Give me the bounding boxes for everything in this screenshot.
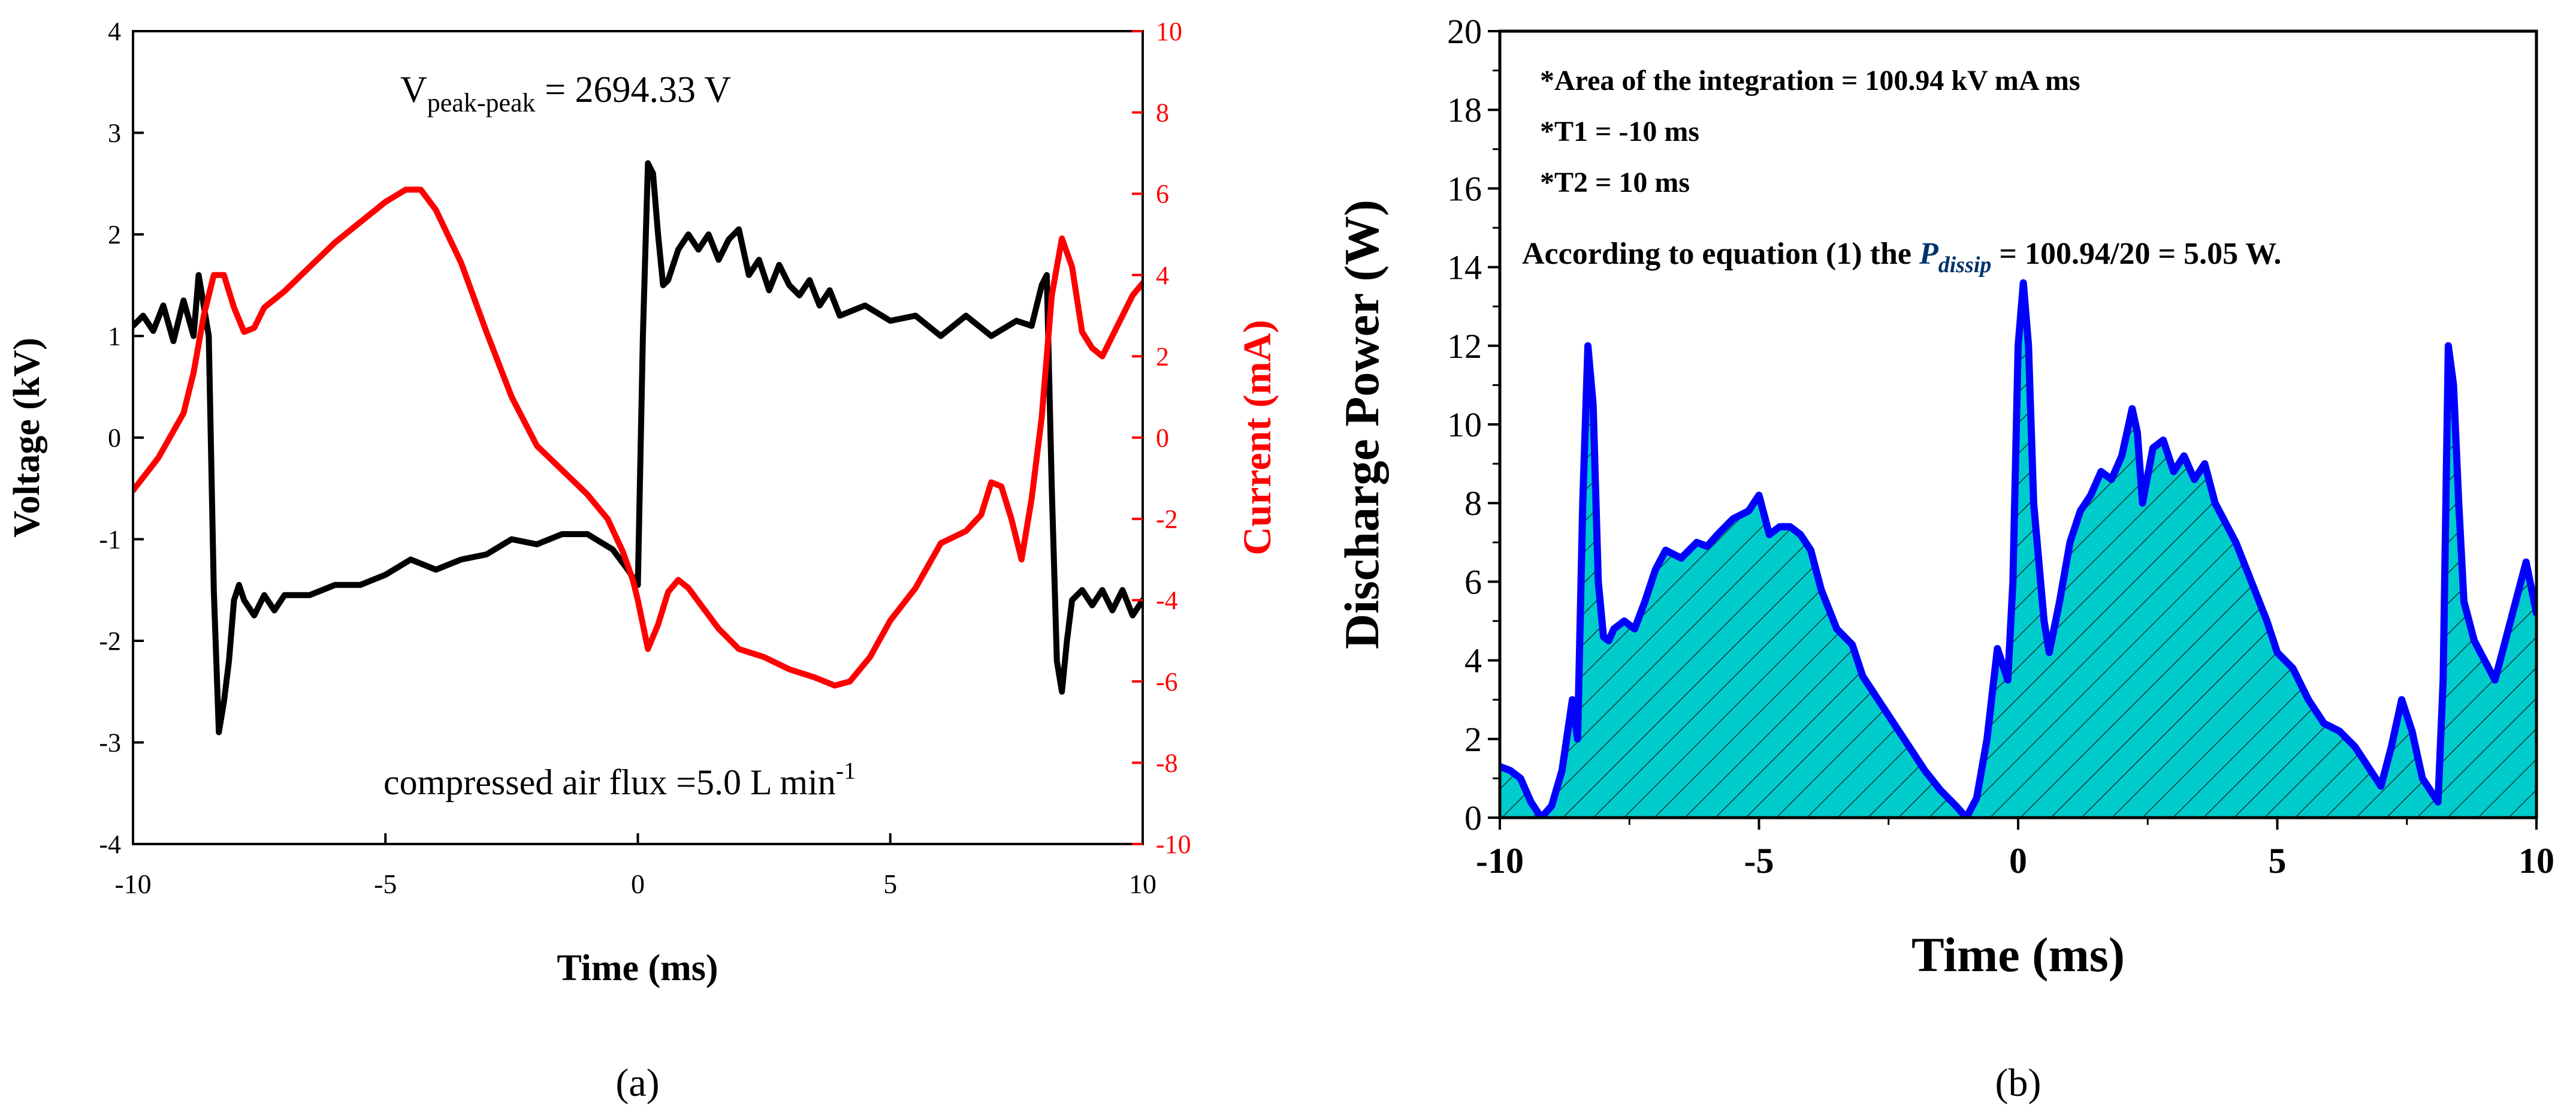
y-tick-label-left-a: 3	[108, 119, 121, 148]
y-tick-label-b: 16	[1447, 169, 1482, 208]
y-axis-title-left-a: Voltage (kV)	[7, 337, 47, 538]
y-tick-label-right-a: 6	[1156, 179, 1169, 209]
x-tick-label-a: -10	[114, 869, 151, 899]
x-tick-label-a: 5	[883, 869, 897, 899]
x-tick-label-b: 0	[2009, 841, 2027, 881]
y-tick-label-left-a: -3	[99, 728, 121, 758]
discharge-power-chart: -10 -5 0 5 10 0 2 4 6 8 10 12 14 16 18 20 *Area of the…	[1334, 12, 2554, 1105]
y-tick-label-left-a: -1	[99, 525, 121, 555]
y-tick-label-left-a: 1	[108, 322, 121, 351]
x-tick-label-b: -5	[1744, 841, 1774, 881]
y-tick-label-left-a: 4	[108, 17, 121, 46]
y-tick-label-right-a: 2	[1156, 342, 1169, 371]
panel-label-a: (a)	[615, 1061, 659, 1105]
y-tick-label-right-a: -2	[1156, 505, 1178, 534]
power-area-fill	[1500, 282, 2536, 818]
y-tick-label-b: 20	[1447, 12, 1482, 51]
annotation-t1: *T1 = -10 ms	[1540, 116, 1699, 147]
y-tick-label-b: 8	[1464, 484, 1482, 523]
y-tick-label-left-a: 2	[108, 220, 121, 249]
annotation-t2: *T2 = 10 ms	[1540, 167, 1690, 198]
x-tick-label-a: -5	[374, 869, 397, 899]
y-axis-title-right-a: Current (mA)	[1236, 320, 1279, 556]
y-tick-label-right-a: -10	[1156, 830, 1191, 859]
y-tick-label-b: 0	[1464, 798, 1482, 837]
y-tick-label-b: 10	[1447, 405, 1482, 444]
annotation-equation: According to equation (1) the Pdissip = …	[1522, 237, 2281, 278]
y-axis-title-b: Discharge Power (W)	[1334, 200, 1389, 649]
x-axis-title-b: Time (ms)	[1911, 927, 2125, 982]
y-tick-label-right-a: -4	[1156, 586, 1178, 615]
y-tick-label-b: 12	[1447, 327, 1482, 366]
series-line-discharge-power	[1500, 279, 2536, 818]
y-tick-label-left-a: -4	[99, 830, 121, 859]
x-tick-label-a: 0	[631, 869, 645, 899]
annotation-area: *Area of the integration = 100.94 kV mA …	[1540, 65, 2080, 97]
flux-annotation: compressed air flux =5.0 L min-1	[383, 757, 856, 802]
y-tick-label-b: 6	[1464, 562, 1482, 601]
x-axis-title-a: Time (ms)	[557, 948, 718, 989]
series-line-current	[133, 186, 1143, 689]
series-line-voltage	[133, 160, 1143, 736]
y-tick-label-right-a: 4	[1156, 261, 1169, 290]
y-tick-label-right-a: 10	[1156, 17, 1182, 46]
y-tick-label-left-a: -2	[99, 626, 121, 656]
y-tick-label-right-a: -8	[1156, 748, 1178, 778]
y-tick-label-right-a: 8	[1156, 98, 1169, 128]
y-tick-label-b: 14	[1447, 248, 1482, 287]
y-tick-label-right-a: 0	[1156, 423, 1169, 453]
y-tick-label-b: 18	[1447, 91, 1482, 129]
x-tick-label-a: 10	[1129, 869, 1156, 899]
x-tick-label-b: -10	[1476, 841, 1524, 881]
panel-label-b: (b)	[1995, 1061, 2042, 1105]
x-tick-label-b: 10	[2518, 841, 2554, 881]
y-tick-label-b: 4	[1464, 641, 1482, 680]
y-tick-label-left-a: 0	[108, 423, 121, 453]
x-tick-label-b: 5	[2269, 841, 2287, 881]
y-tick-label-b: 2	[1464, 720, 1482, 759]
y-tick-label-right-a: -6	[1156, 667, 1178, 697]
vpp-annotation: Vpeak-peak = 2694.33 V	[400, 70, 731, 117]
